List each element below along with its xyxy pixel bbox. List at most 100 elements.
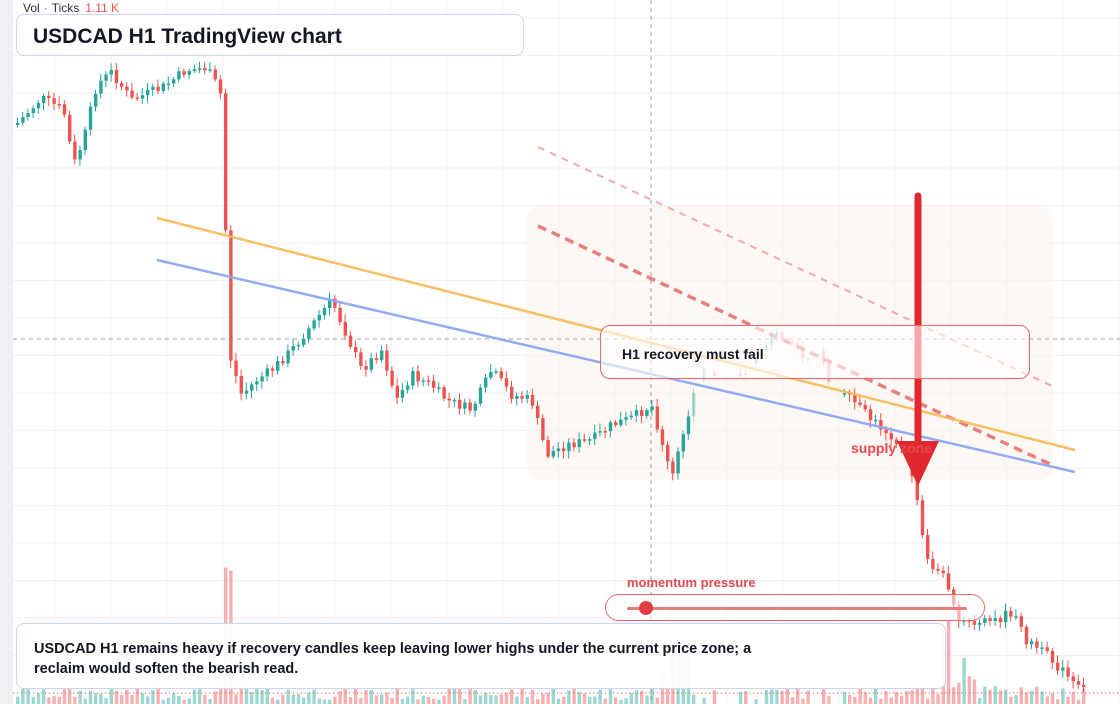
volume-bar: [1082, 688, 1086, 704]
candle-body: [250, 384, 254, 391]
volume-bar: [276, 699, 280, 704]
candle-body: [99, 80, 103, 94]
candle-body: [130, 90, 134, 98]
candle-body: [494, 371, 498, 373]
volume-bar: [650, 689, 654, 704]
volume-bar: [915, 688, 919, 704]
volume-bar: [926, 698, 930, 704]
candle-body: [73, 141, 77, 160]
candle-body: [203, 68, 207, 71]
candle-body: [915, 476, 919, 501]
volume-bar: [624, 698, 628, 704]
volume-bar: [536, 699, 540, 704]
volume-bar: [754, 699, 758, 704]
volume-bar: [140, 693, 145, 704]
volume-bar: [166, 697, 171, 704]
candle-body: [276, 361, 280, 371]
candle-body: [114, 70, 119, 83]
candle-body: [577, 439, 581, 448]
volume-bar: [546, 693, 550, 704]
candle-body: [666, 444, 670, 462]
volume-bar: [712, 690, 717, 704]
volume-bar: [62, 689, 67, 704]
recovery-callout[interactable]: H1 recovery must fail: [600, 325, 1030, 379]
summary-card: USDCAD H1 remains heavy if recovery cand…: [16, 623, 946, 689]
volume-bar: [21, 687, 25, 704]
volume-bar: [458, 687, 462, 704]
volume-bar: [738, 691, 743, 704]
momentum-gauge-knob[interactable]: [639, 601, 653, 615]
volume-bar: [998, 690, 1003, 704]
candle-body: [62, 104, 67, 115]
candle-body: [328, 298, 332, 309]
volume-bar: [182, 699, 186, 704]
volume-bar: [1014, 695, 1018, 704]
candle-body: [291, 346, 295, 351]
candle-body: [270, 368, 275, 371]
volume-bar: [936, 693, 940, 704]
candle-body: [556, 448, 561, 452]
volume-bar: [385, 692, 389, 704]
candle-body: [692, 392, 696, 417]
candle-body: [1056, 662, 1060, 671]
volume-bar: [1035, 686, 1039, 704]
volume-bar: [354, 686, 358, 704]
volume-bar: [790, 697, 795, 704]
candle-body: [588, 439, 592, 441]
candle-body: [104, 74, 108, 81]
volume-bar: [244, 688, 249, 704]
momentum-gauge[interactable]: [605, 594, 985, 621]
volume-bar: [250, 692, 254, 704]
volume-bar: [380, 694, 384, 704]
candle-body: [57, 103, 61, 106]
volume-bar: [1061, 688, 1065, 704]
volume-bar: [900, 695, 904, 704]
candle-body: [1045, 647, 1049, 651]
volume-bar: [52, 696, 56, 704]
candle-body: [868, 409, 873, 421]
candle-body: [655, 406, 659, 430]
volume-bar: [1071, 691, 1075, 704]
volume-bar: [42, 686, 46, 704]
candle-body: [312, 320, 316, 329]
volume-bar: [343, 686, 347, 704]
candle-body: [260, 376, 264, 382]
volume-bar: [452, 686, 457, 704]
candle-body: [395, 385, 399, 398]
candle-body: [68, 114, 72, 142]
volume-bar: [541, 693, 545, 704]
volume-indicator-header[interactable]: Vol · Ticks 1.11 K: [23, 1, 119, 15]
candle-body: [650, 406, 654, 411]
candle-body: [1071, 676, 1075, 682]
candle-body: [593, 432, 597, 440]
candle-body: [229, 230, 233, 361]
volume-bar: [874, 688, 878, 704]
volume-bar: [83, 698, 87, 704]
volume-bar: [260, 689, 264, 704]
volume-bar: [879, 698, 883, 704]
volume-bar: [1019, 687, 1023, 704]
volume-bar: [806, 690, 810, 704]
candle-body: [536, 405, 540, 419]
volume-bar: [764, 690, 769, 704]
candle-body: [676, 451, 680, 474]
candle-body: [83, 129, 87, 151]
candle-body: [853, 394, 857, 403]
candle-body: [936, 568, 940, 571]
volume-bar: [1004, 689, 1008, 704]
candle-body: [681, 434, 685, 452]
volume-bar: [629, 693, 633, 704]
candle-body: [348, 335, 353, 347]
candle-body: [1009, 610, 1013, 617]
candle-body: [504, 378, 509, 387]
candle-body: [21, 116, 25, 123]
volume-bar: [848, 695, 852, 704]
volume-bar: [946, 620, 951, 704]
candle-body: [640, 410, 644, 416]
candle-body: [874, 419, 878, 422]
volume-bar: [333, 696, 337, 704]
volume-bar: [484, 692, 488, 704]
candle-body: [182, 71, 186, 75]
candle-body: [1050, 650, 1055, 663]
